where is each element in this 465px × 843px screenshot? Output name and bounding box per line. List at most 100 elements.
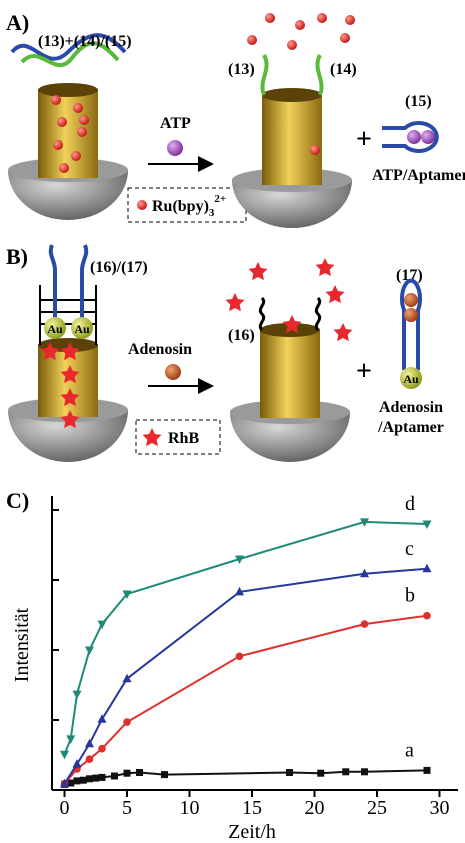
cargo-dot xyxy=(73,103,83,113)
cargo-dot xyxy=(51,95,61,105)
strand-label: (16)/(17) xyxy=(90,259,148,276)
cargo-dot xyxy=(57,117,67,127)
strand xyxy=(51,245,86,320)
panel-a: A) (13)+(14)/(15) ATP Ru(bpy)3 2+ (13) (1… xyxy=(6,10,465,228)
cargo-label: RhB xyxy=(168,430,199,447)
data-point xyxy=(361,620,369,628)
strand-label: (14) xyxy=(330,61,357,78)
released-star xyxy=(326,285,345,303)
data-point xyxy=(111,773,118,780)
cargo-label: 3 xyxy=(209,207,215,219)
strand xyxy=(262,55,266,95)
cargo-label: 2+ xyxy=(214,193,226,205)
x-tick-label: 0 xyxy=(60,797,70,819)
data-point xyxy=(124,770,131,777)
pore xyxy=(262,95,322,185)
released-star xyxy=(316,258,335,276)
pore-top xyxy=(38,83,98,97)
gold-label: Au xyxy=(403,372,419,386)
cargo-dot xyxy=(137,200,147,210)
x-tick-label: 5 xyxy=(122,797,132,819)
series-line xyxy=(65,616,428,784)
released-star xyxy=(334,323,353,341)
gold-label: Au xyxy=(74,322,90,336)
data-point xyxy=(98,745,106,753)
adenosine xyxy=(404,308,418,322)
atp xyxy=(167,140,183,156)
series-line xyxy=(65,770,428,784)
series-line xyxy=(65,522,428,754)
cargo-dot xyxy=(77,127,87,137)
released-dot xyxy=(317,13,327,23)
data-point xyxy=(66,735,75,744)
cargo-star xyxy=(143,428,162,446)
data-point xyxy=(74,777,81,784)
atp xyxy=(407,130,421,144)
data-point xyxy=(123,718,131,726)
complex-label: Adenosin xyxy=(379,399,443,416)
x-tick-label: 10 xyxy=(180,797,200,819)
data-point xyxy=(361,768,368,775)
pore-top xyxy=(262,88,322,102)
pore xyxy=(260,330,320,418)
released-star xyxy=(249,262,268,280)
data-point xyxy=(424,767,431,774)
cargo-dot xyxy=(59,163,69,173)
panel-label: A) xyxy=(6,10,29,35)
data-point xyxy=(86,755,94,763)
cargo-label: Ru(bpy)3 2+ xyxy=(152,193,226,219)
x-axis-label: Zeit/h xyxy=(228,821,276,843)
x-tick-label: 20 xyxy=(305,797,325,819)
data-point xyxy=(286,769,293,776)
strand-label: (13)+(14)/(15) xyxy=(38,33,132,50)
data-point xyxy=(423,612,431,620)
released-dot xyxy=(287,40,297,50)
reagent-label: ATP xyxy=(160,115,191,132)
complex-label: ATP/Aptamer xyxy=(372,167,465,184)
series-label: d xyxy=(405,493,415,515)
series-label: a xyxy=(405,739,414,761)
released-dot xyxy=(310,145,320,155)
data-point xyxy=(80,777,87,784)
figure: A) (13)+(14)/(15) ATP Ru(bpy)3 2+ (13) (1… xyxy=(0,0,465,843)
complex-label: /Aptamer xyxy=(377,419,444,436)
released-dot xyxy=(247,35,257,45)
reagent-label: Adenosin xyxy=(128,341,192,358)
data-point xyxy=(92,775,99,782)
data-point xyxy=(136,769,143,776)
data-point xyxy=(342,768,349,775)
plus: + xyxy=(356,124,372,155)
gold-label: Au xyxy=(47,322,63,336)
cargo-dot xyxy=(71,151,81,161)
released-star xyxy=(226,293,245,311)
series-label: c xyxy=(405,538,414,560)
released-dot xyxy=(265,13,275,23)
pore xyxy=(38,90,98,178)
data-point xyxy=(85,647,94,656)
series-line xyxy=(65,569,428,784)
cargo-label: Ru(bpy) xyxy=(152,198,209,215)
cargo-dot xyxy=(79,115,89,125)
data-point xyxy=(73,691,82,700)
complex-id: (15) xyxy=(405,93,432,110)
data-point xyxy=(86,775,93,782)
atp xyxy=(421,130,435,144)
strand-label: (13) xyxy=(228,61,255,78)
y-axis-label: Intensität xyxy=(11,607,33,682)
data-point xyxy=(99,774,106,781)
released-dot xyxy=(345,15,355,25)
panel-label: B) xyxy=(6,244,28,269)
adenosine xyxy=(165,364,181,380)
series-label: b xyxy=(405,585,415,607)
x-tick-label: 30 xyxy=(430,797,450,819)
plus: + xyxy=(356,356,372,387)
data-point xyxy=(236,653,244,661)
cargo-dot xyxy=(53,140,63,150)
released-dot xyxy=(295,20,305,30)
strand-label: (16) xyxy=(228,327,255,344)
data-point xyxy=(123,674,132,683)
strand xyxy=(317,55,321,95)
data-point xyxy=(161,771,168,778)
data-point xyxy=(60,751,69,760)
